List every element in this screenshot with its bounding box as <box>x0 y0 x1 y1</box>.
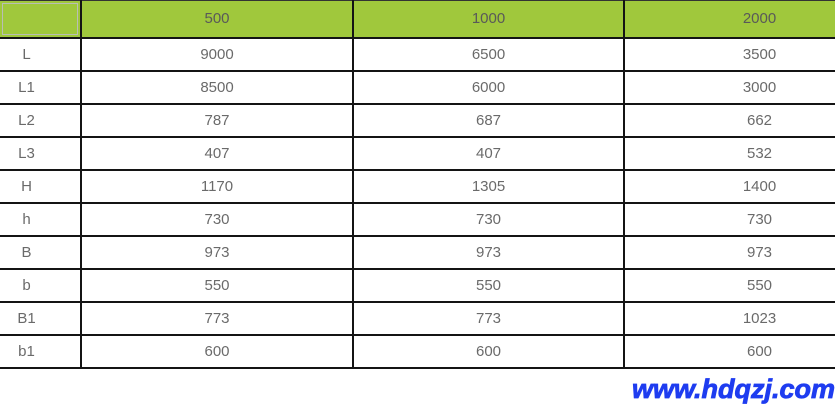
data-cell: 8500 <box>81 70 354 105</box>
data-cell: 730 <box>353 202 625 237</box>
row-label: b1 <box>0 334 82 369</box>
data-cell: 973 <box>624 235 835 270</box>
data-cell: 730 <box>81 202 354 237</box>
row-label: B <box>0 235 82 270</box>
data-cell: 973 <box>81 235 354 270</box>
data-cell: 1305 <box>353 169 625 204</box>
data-cell: 973 <box>353 235 625 270</box>
data-cell: 600 <box>81 334 354 369</box>
table-row: h 730 730 730 <box>0 202 835 237</box>
data-cell: 532 <box>624 136 835 171</box>
data-cell: 550 <box>353 268 625 303</box>
data-cell: 9000 <box>81 37 354 72</box>
row-label: h <box>0 202 82 237</box>
table-row: L3 407 407 532 <box>0 136 835 171</box>
data-cell: 1170 <box>81 169 354 204</box>
data-cell: 407 <box>81 136 354 171</box>
header-cell-2000: 2000 <box>624 0 835 39</box>
data-cell: 787 <box>81 103 354 138</box>
data-cell: 662 <box>624 103 835 138</box>
data-cell: 1023 <box>624 301 835 336</box>
row-label: L <box>0 37 82 72</box>
data-cell: 1400 <box>624 169 835 204</box>
row-label: B1 <box>0 301 82 336</box>
header-cell-blank <box>0 0 82 39</box>
table-row: L 9000 6500 3500 <box>0 37 835 72</box>
table-row: B1 773 773 1023 <box>0 301 835 336</box>
row-label: L1 <box>0 70 82 105</box>
table-row: L1 8500 6000 3000 <box>0 70 835 105</box>
dimension-spec-table: 500 1000 2000 L 9000 6500 3500 L1 8500 6… <box>0 0 835 369</box>
site-watermark: www.hdqzj.com <box>631 374 835 404</box>
row-label: L3 <box>0 136 82 171</box>
header-cell-1000: 1000 <box>353 0 625 39</box>
table-header-row: 500 1000 2000 <box>0 0 835 39</box>
data-cell: 6500 <box>353 37 625 72</box>
data-cell: 3000 <box>624 70 835 105</box>
data-cell: 687 <box>353 103 625 138</box>
row-label: H <box>0 169 82 204</box>
data-cell: 773 <box>353 301 625 336</box>
row-label: b <box>0 268 82 303</box>
data-cell: 407 <box>353 136 625 171</box>
data-cell: 600 <box>353 334 625 369</box>
data-cell: 600 <box>624 334 835 369</box>
data-cell: 773 <box>81 301 354 336</box>
table-row: b 550 550 550 <box>0 268 835 303</box>
table-row: B 973 973 973 <box>0 235 835 270</box>
data-cell: 550 <box>81 268 354 303</box>
data-cell: 6000 <box>353 70 625 105</box>
table-row: L2 787 687 662 <box>0 103 835 138</box>
data-cell: 730 <box>624 202 835 237</box>
data-cell: 550 <box>624 268 835 303</box>
row-label: L2 <box>0 103 82 138</box>
table-row: b1 600 600 600 <box>0 334 835 369</box>
data-cell: 3500 <box>624 37 835 72</box>
cell-selection-outline <box>2 3 78 35</box>
table-row: H 1170 1305 1400 <box>0 169 835 204</box>
header-cell-500: 500 <box>81 0 354 39</box>
